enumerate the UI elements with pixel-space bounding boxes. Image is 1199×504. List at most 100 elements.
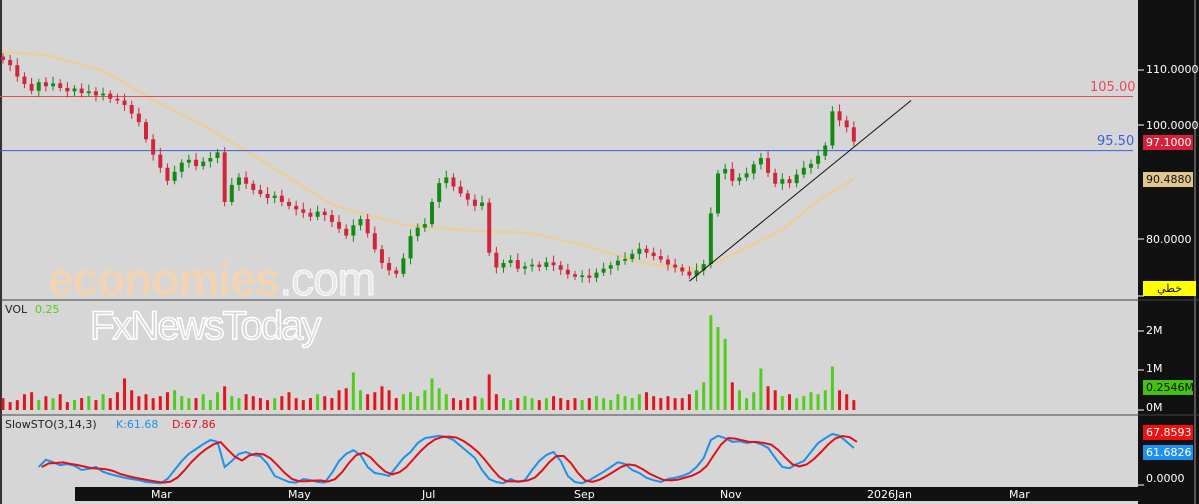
volume-bar [680,398,684,410]
volume-bar [695,390,699,410]
volume-bar [280,396,284,410]
volume-bar [530,398,534,410]
candle-body [129,105,134,114]
candle-body [322,211,327,216]
candle-body [301,209,306,213]
candle-body [329,215,334,222]
volume-bar [809,392,813,410]
candle-body [451,177,456,187]
candle-body [144,122,148,140]
volume-bar [22,394,26,410]
level-label-95: 95.50 [1097,134,1135,149]
candle-body [122,100,127,106]
price-tick: 80.0000 [1146,233,1192,246]
candle-body [637,248,642,254]
volume-bar [537,400,541,410]
volume-bar [552,396,556,410]
candle-body [158,154,163,168]
candle-body [36,82,41,91]
volume-bar [151,398,155,410]
candle-body [844,120,849,128]
last-volume-tag: 0.2546M [1143,380,1194,395]
candle-body [115,98,120,101]
volume-bar [852,400,856,410]
volume-bar [594,396,598,410]
candle-body [615,260,620,266]
candle-body [830,111,835,146]
volume-bar [301,400,305,410]
volume-bar [666,396,670,410]
date-label: Mar [151,488,172,501]
volume-bar [273,398,277,410]
candle-body [201,161,206,167]
volume-bar [630,398,634,410]
candle-body [272,195,277,198]
volume-bar [737,390,741,410]
candle-body [594,272,599,278]
candle-body [487,202,492,253]
volume-tick: 0M [1146,401,1163,414]
date-label: Sep [574,488,595,501]
candle-body [823,145,828,156]
candle-body [430,201,434,225]
candle-body [587,275,592,278]
candle-body [766,158,771,173]
right-border [1194,0,1196,504]
candle-body [680,267,685,272]
volume-bar [330,398,334,410]
left-border [0,0,2,504]
stoch-tick: 0.0000 [1146,472,1185,485]
volume-bar [523,396,527,410]
volume-bar [108,398,112,410]
candle-body [258,189,263,194]
stoch-k-label: K:61.68 [116,418,159,431]
volume-bar [30,392,34,410]
volume-bar [44,396,48,410]
volume-bar [516,398,520,410]
scale-mode-button[interactable]: خطي [1143,281,1196,296]
stoch-d-line [41,434,858,484]
volume-bar [745,398,749,410]
candle-body [22,76,27,84]
candle-body [580,275,585,277]
candle-body [86,91,91,94]
candle-body [458,186,463,194]
moving-average-layer [2,50,855,272]
candle-body [530,264,535,267]
volume-bar [359,390,362,410]
volume-bar [15,400,19,410]
candle-body [344,228,349,236]
volume-bar [251,396,255,410]
volume-bar [788,394,791,410]
candle-body [151,139,156,155]
candle-body [437,183,442,202]
candle-body [687,271,692,276]
volume-bar [780,396,784,410]
candle-body [801,167,806,175]
economies-watermark: economies.com [48,253,376,305]
candle-body [215,152,220,159]
candle-body [837,111,842,121]
date-axis-panel [75,487,1138,501]
volume-bar [373,392,377,410]
volume-bar [158,396,162,410]
volume-bar [94,400,98,410]
candle-body [465,193,470,200]
volume-bar [730,382,734,410]
candle-body [415,227,420,237]
volume-bar [87,396,91,410]
volume-bar [702,382,706,410]
candle-body [737,177,742,181]
volume-bar [387,390,391,410]
candle-body [472,199,477,206]
volume-bar [480,398,484,410]
volume-bar [137,396,141,410]
volume-bar [201,394,205,410]
candle-body [694,270,699,276]
candle-body [537,264,542,267]
candle-body [287,201,291,206]
volume-bar [637,394,641,410]
volume-bar [766,386,770,410]
volume-bar [430,378,434,410]
